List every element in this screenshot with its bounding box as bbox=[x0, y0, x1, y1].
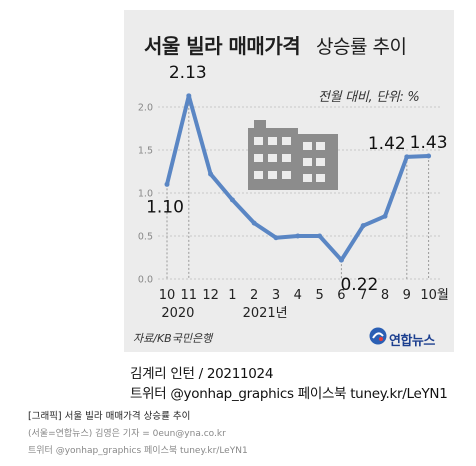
x-tick-label: 5 bbox=[315, 288, 323, 303]
year-label: 2020 bbox=[161, 306, 194, 321]
building-window bbox=[268, 137, 277, 145]
caption-byline: (서울=연합뉴스) 김영은 기자 = 0eun@yna.co.kr bbox=[28, 429, 226, 439]
data-point bbox=[382, 213, 388, 219]
chart-title: 서울 빌라 매매가격 bbox=[144, 34, 301, 58]
x-tick-label: 7 bbox=[359, 288, 367, 303]
chart-subtitle: 상승률 추이 bbox=[316, 36, 407, 58]
building-window bbox=[268, 171, 277, 179]
caption-social: 트위터 @yonhap_graphics 페이스북 tuney.kr/LeYN1 bbox=[28, 446, 248, 456]
building-roof bbox=[254, 120, 266, 129]
year-label: 2021년 bbox=[243, 306, 288, 321]
building-window bbox=[268, 154, 277, 162]
x-tick-label: 10월 bbox=[420, 288, 449, 303]
x-tick-label: 1 bbox=[228, 288, 236, 303]
x-tick-label: 12 bbox=[202, 288, 219, 303]
logo-text: 연합뉴스 bbox=[389, 334, 435, 349]
building-window bbox=[303, 174, 312, 182]
yonhap-logo-icon bbox=[369, 327, 387, 345]
data-point bbox=[186, 93, 192, 99]
x-tick-label: 3 bbox=[272, 288, 280, 303]
building-window bbox=[254, 154, 263, 162]
x-tick-label: 2 bbox=[250, 288, 258, 303]
x-tick-label: 8 bbox=[381, 288, 389, 303]
y-tick-label: 2.0 bbox=[138, 103, 153, 114]
data-label: 0.22 bbox=[340, 275, 378, 295]
building-icon bbox=[248, 120, 338, 190]
data-point bbox=[360, 223, 366, 229]
credit-social: 트위터 @yonhap_graphics 페이스북 tuney.kr/LeYN1 bbox=[130, 386, 448, 402]
y-tick-label: 0.0 bbox=[138, 275, 153, 286]
data-point bbox=[251, 220, 257, 226]
source-note: 자료/KB국민은행 bbox=[133, 332, 213, 345]
data-point bbox=[229, 197, 235, 203]
building-window bbox=[316, 142, 325, 150]
building-window bbox=[254, 137, 263, 145]
data-point bbox=[338, 257, 344, 263]
x-tick-label: 10 bbox=[159, 288, 176, 303]
data-point bbox=[273, 235, 279, 241]
y-tick-label: 1.5 bbox=[138, 146, 153, 157]
x-tick-label: 4 bbox=[294, 288, 302, 303]
x-tick-label: 6 bbox=[337, 288, 345, 303]
data-point bbox=[208, 171, 214, 177]
data-point bbox=[295, 233, 301, 239]
building-window bbox=[282, 171, 291, 179]
x-tick-label: 11 bbox=[181, 288, 198, 303]
building-window bbox=[303, 142, 312, 150]
x-tick-label: 9 bbox=[403, 288, 411, 303]
credit-author: 김계리 인턴 / 20211024 bbox=[130, 366, 274, 382]
building-window bbox=[282, 137, 291, 145]
data-label: 2.13 bbox=[169, 63, 207, 83]
building-window bbox=[316, 174, 325, 182]
data-label: 1.43 bbox=[410, 133, 448, 153]
unit-note: 전월 대비, 단위: % bbox=[318, 90, 420, 105]
data-point bbox=[164, 181, 170, 187]
caption-title: [그래픽] 서울 빌라 매매가격 상승률 추이 bbox=[28, 411, 191, 422]
building-window bbox=[282, 154, 291, 162]
data-point bbox=[317, 233, 323, 239]
building-window bbox=[254, 171, 263, 179]
y-tick-label: 0.5 bbox=[138, 232, 153, 243]
building-window bbox=[303, 158, 312, 166]
y-tick-label: 1.0 bbox=[138, 189, 153, 200]
building-window bbox=[316, 158, 325, 166]
data-label: 1.10 bbox=[146, 197, 184, 217]
data-label: 1.42 bbox=[368, 134, 406, 154]
data-point bbox=[426, 153, 432, 159]
data-point bbox=[404, 154, 410, 160]
